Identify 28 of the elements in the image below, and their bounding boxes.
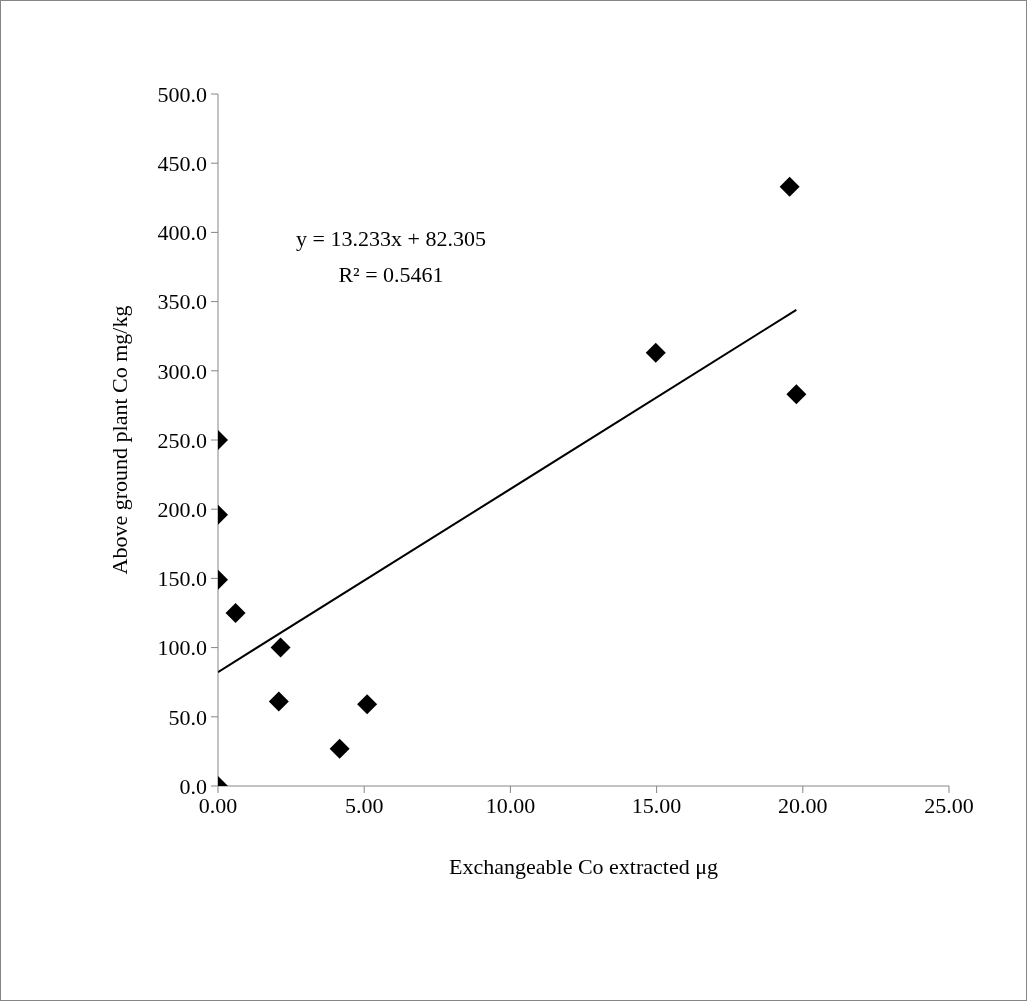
y-tick-label: 150.0 [157, 566, 207, 592]
y-tick-label: 300.0 [157, 358, 207, 384]
y-tick-label: 400.0 [157, 220, 207, 246]
x-tick-label: 15.00 [631, 792, 682, 818]
point [357, 694, 378, 715]
point [268, 691, 289, 712]
annotation: R² = 0.5461 [337, 261, 445, 289]
x-tick-label: 10.00 [485, 792, 536, 818]
y-tick-label: 250.0 [157, 427, 207, 453]
point [645, 342, 666, 363]
x-tick-label: 25.00 [924, 792, 974, 818]
point [270, 637, 291, 658]
y-tick-label: 450.0 [157, 151, 207, 177]
y-tick-label: 350.0 [157, 289, 207, 315]
y-tick-label: 50.0 [168, 704, 207, 730]
point [786, 384, 807, 405]
y-axis-title: Above ground plant Co mg/kg [107, 305, 132, 575]
annotation: y = 13.233x + 82.305 [295, 225, 487, 253]
point [329, 738, 350, 759]
y-tick-label: 0.0 [179, 773, 207, 799]
point [779, 176, 800, 197]
x-axis-title: Exchangeable Co extracted μg [449, 853, 718, 879]
x-tick-label: 20.00 [778, 792, 828, 818]
y-tick-label: 500.0 [157, 81, 207, 107]
y-tick-label: 200.0 [157, 497, 207, 523]
x-tick-label: 5.00 [344, 792, 384, 818]
y-tick-label: 100.0 [157, 635, 207, 661]
point [225, 603, 246, 623]
